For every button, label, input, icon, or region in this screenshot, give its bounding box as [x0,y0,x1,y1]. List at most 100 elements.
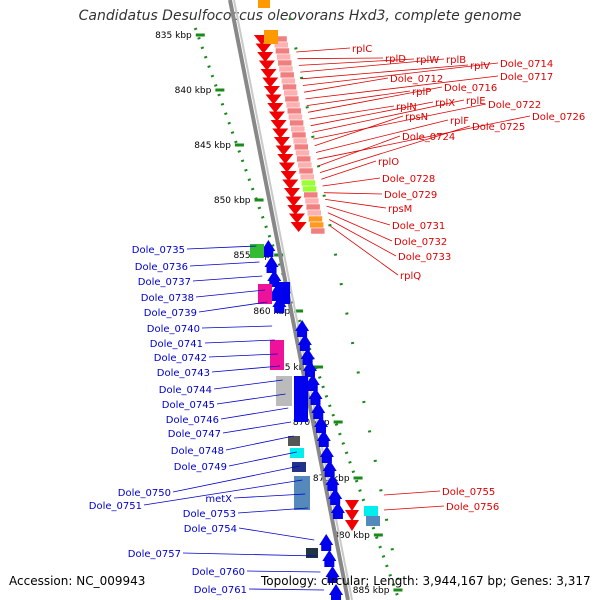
gene-label[interactable]: Dole_0747 [168,429,221,440]
gene-arrow[interactable] [273,137,290,147]
gene-arrow[interactable] [258,60,275,71]
cog-block[interactable] [302,185,317,193]
cog-block[interactable] [303,191,319,199]
gene-arrow-body[interactable] [332,513,343,519]
gene-label[interactable]: Dole_0738 [141,293,194,304]
cog-block[interactable] [364,506,378,516]
gene-arrow[interactable] [329,584,344,595]
gene-arrow[interactable] [267,103,284,113]
gene-label[interactable]: rpsN [405,112,428,123]
gene-arrow[interactable] [330,502,345,513]
gene-arrow-body[interactable] [327,577,338,583]
gene-arrow[interactable] [267,270,282,281]
gene-arrow-body[interactable] [297,331,308,337]
gene-arrow-body[interactable] [331,595,342,600]
gene-arrow[interactable] [287,205,304,215]
gene-label[interactable]: Dole_0714 [500,59,553,70]
cog-block[interactable] [288,113,303,121]
gene-arrow[interactable] [300,348,315,359]
cog-block[interactable] [288,436,300,446]
cog-block[interactable] [283,89,298,97]
gene-arrow-body[interactable] [315,427,326,433]
cog-block[interactable] [292,462,306,472]
gene-label[interactable]: rplF [450,116,469,127]
cog-block[interactable] [284,95,300,103]
gene-arrow[interactable] [275,145,292,156]
gene-label[interactable]: Dole_0722 [488,100,541,111]
gene-label[interactable]: Dole_0729 [384,190,437,201]
gene-label[interactable]: Dole_0748 [171,446,224,457]
gene-arrow-body[interactable] [266,267,277,273]
gene-arrow-body[interactable] [269,281,280,287]
gene-label[interactable]: Dole_0761 [194,585,247,596]
cog-block[interactable] [258,284,272,304]
gene-label[interactable]: Dole_0717 [500,72,553,83]
cog-block[interactable] [294,476,310,510]
cog-block[interactable] [270,340,284,370]
gene-arrow[interactable] [277,154,294,164]
gene-arrow[interactable] [290,222,307,232]
cog-block[interactable] [308,215,323,223]
gene-arrow[interactable] [322,550,337,561]
gene-arrow[interactable] [295,320,310,331]
gene-arrow[interactable] [283,188,300,198]
cog-block[interactable] [299,173,315,181]
gene-arrow[interactable] [319,534,334,545]
gene-arrow-body[interactable] [310,399,321,405]
gene-label[interactable]: Dole_0737 [138,277,191,288]
cog-block[interactable] [278,65,294,73]
gene-label[interactable]: Dole_0751 [89,501,142,512]
gene-label[interactable]: metX [205,494,232,505]
gene-arrow[interactable] [264,256,279,267]
cog-block[interactable] [250,244,264,258]
cog-block[interactable] [277,59,293,67]
gene-label[interactable]: Dole_0733 [398,252,451,263]
gene-label[interactable]: Dole_0753 [183,509,236,520]
gene-label[interactable]: rplV [470,61,490,72]
cog-block[interactable] [294,143,309,151]
gene-label[interactable]: rplP [412,87,431,98]
cog-block[interactable] [290,125,306,133]
cog-block[interactable] [304,197,320,205]
gene-label[interactable]: Dole_0756 [446,502,499,513]
gene-label[interactable]: Dole_0757 [128,549,181,560]
cog-block[interactable] [282,83,297,91]
gene-arrow[interactable] [261,240,276,251]
gene-arrow[interactable] [325,474,340,485]
cog-block[interactable] [306,548,318,558]
gene-label[interactable]: Dole_0749 [174,462,227,473]
gene-arrow[interactable] [280,171,297,181]
cog-block[interactable] [292,137,308,145]
cog-block[interactable] [281,77,296,85]
gene-arrow-body[interactable] [299,345,310,351]
gene-label[interactable]: Dole_0746 [166,415,219,426]
gene-label[interactable]: rplD [385,54,406,65]
gene-bar[interactable] [294,376,308,422]
gene-label[interactable]: rplX [435,98,455,109]
gene-arrow-body[interactable] [302,359,313,365]
gene-label[interactable]: Dole_0743 [157,368,210,379]
gene-label[interactable]: rplQ [400,271,421,282]
gene-arrow[interactable] [345,500,359,511]
cog-block[interactable] [310,227,326,235]
gene-arrow[interactable] [302,360,317,371]
cog-block[interactable] [290,448,304,458]
cog-block[interactable] [295,149,310,157]
gene-arrow[interactable] [257,52,274,62]
gene-arrow-body[interactable] [318,441,329,447]
gene-arrow[interactable] [262,77,279,88]
cog-block[interactable] [276,376,292,406]
gene-arrow[interactable] [297,334,312,345]
gene-arrow[interactable] [322,460,337,471]
cog-block[interactable] [286,107,302,115]
gene-label[interactable]: rpsM [388,204,412,215]
gene-label[interactable]: Dole_0726 [532,112,585,123]
gene-arrow[interactable] [270,120,287,130]
gene-arrow[interactable] [345,520,359,531]
cog-block[interactable] [275,47,290,55]
gene-arrow[interactable] [255,43,272,54]
cog-block[interactable] [279,71,295,79]
gene-arrow-body[interactable] [327,485,338,491]
cog-block[interactable] [298,167,314,175]
